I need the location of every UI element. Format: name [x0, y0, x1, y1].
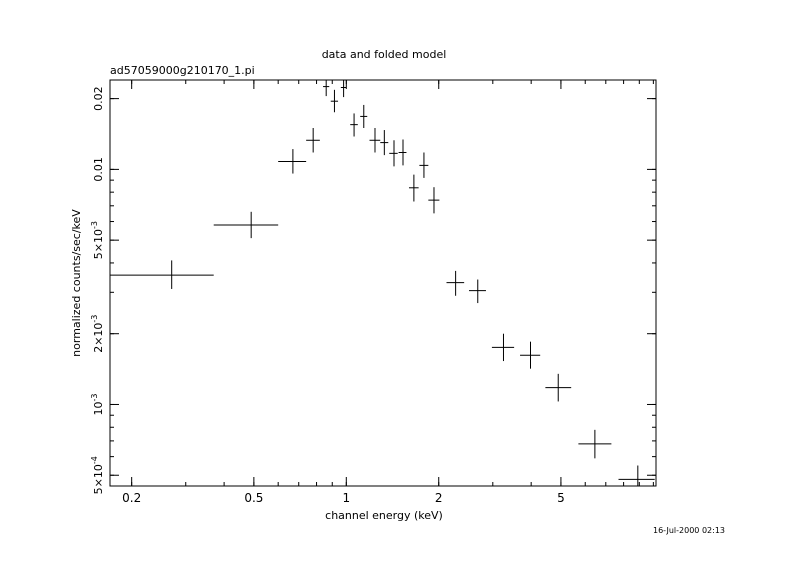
data-point — [398, 139, 407, 166]
data-point — [323, 80, 330, 97]
data-point — [380, 130, 389, 156]
data-points — [110, 80, 655, 486]
data-point — [419, 152, 429, 178]
data-point — [350, 113, 358, 137]
data-point — [360, 104, 368, 128]
data-point — [389, 140, 398, 167]
y-axis-label: normalized counts/sec/keV — [70, 209, 83, 357]
data-point — [520, 341, 541, 369]
data-point — [545, 373, 572, 402]
y-tick-label: 0.02 — [92, 86, 105, 111]
data-point — [491, 333, 515, 362]
data-point — [446, 270, 465, 296]
x-tick-label: 5 — [557, 491, 565, 505]
data-point — [369, 127, 381, 153]
plot-frame — [109, 79, 657, 487]
data-point — [469, 279, 486, 304]
chart-title: data and folded model — [322, 48, 447, 61]
x-tick-label: 1 — [342, 491, 350, 505]
data-point — [618, 465, 655, 486]
data-point — [110, 260, 214, 289]
x-tick-label: 0.2 — [122, 491, 141, 505]
y-tick-label: 10-3 — [90, 393, 105, 415]
data-point — [578, 429, 612, 459]
data-point — [408, 174, 419, 202]
data-point — [330, 89, 339, 113]
x-axis-label: channel energy (keV) — [325, 509, 443, 522]
x-tick-label: 0.5 — [244, 491, 263, 505]
data-point — [306, 127, 320, 153]
chart-subtitle: ad57059000g210170_1.pi — [110, 64, 255, 77]
data-point — [278, 149, 307, 174]
x-tick-labels: 0.2 0.5 1 2 5 — [122, 491, 565, 505]
y-tick-label: 0.01 — [92, 157, 105, 182]
data-point — [213, 211, 279, 239]
timestamp: 16-Jul-2000 02:13 — [653, 526, 725, 535]
y-tick-label: 5×10-4 — [90, 456, 105, 494]
data-point — [340, 80, 347, 98]
axis-ticks — [110, 80, 656, 486]
x-tick-label: 2 — [435, 491, 443, 505]
y-tick-labels: 5×10-4 10-3 2×10-3 5×10-3 0.01 0.02 — [90, 86, 105, 494]
y-tick-label: 2×10-3 — [90, 315, 105, 353]
data-point — [428, 187, 440, 214]
y-tick-label: 5×10-3 — [90, 221, 105, 259]
